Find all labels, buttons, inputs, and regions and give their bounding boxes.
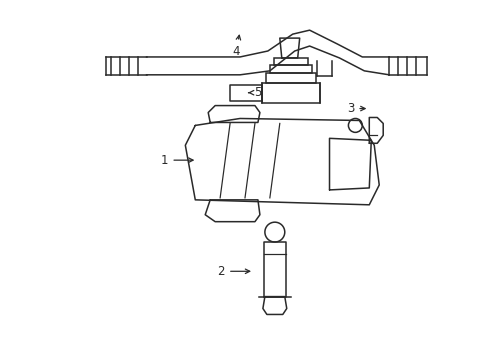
- Text: 2: 2: [217, 265, 249, 278]
- Text: 1: 1: [161, 154, 193, 167]
- Text: 4: 4: [232, 35, 240, 58]
- Text: 3: 3: [346, 102, 365, 115]
- Text: 5: 5: [248, 86, 262, 99]
